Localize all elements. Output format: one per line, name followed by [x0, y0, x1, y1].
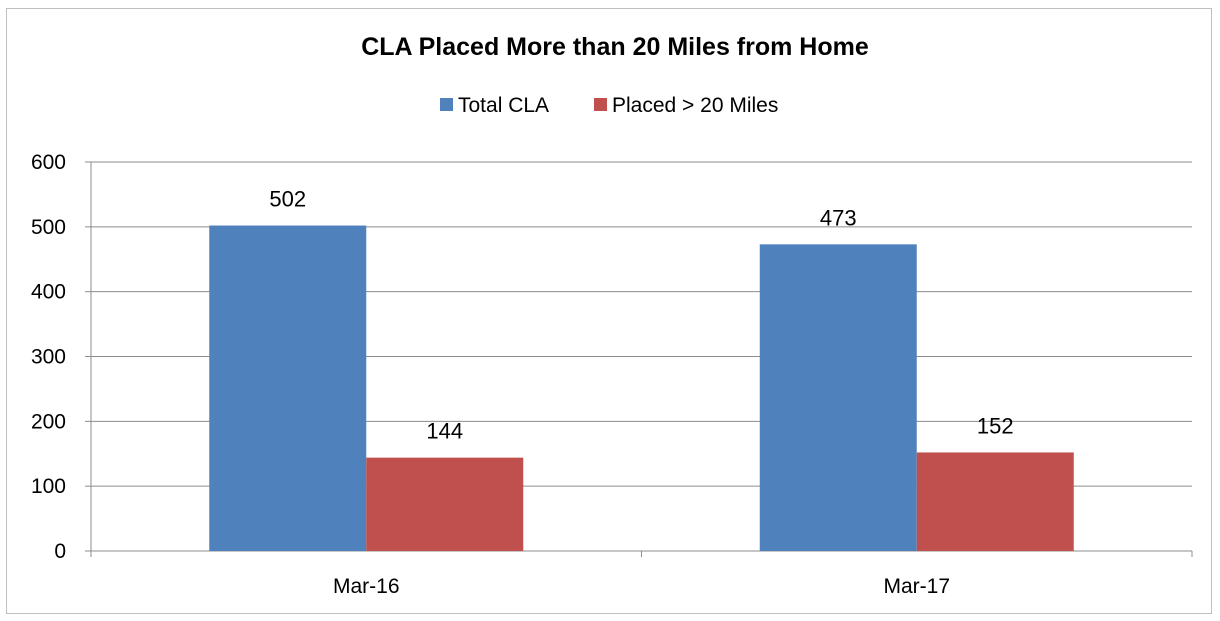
bar-total-cla-mar-16 — [209, 225, 367, 551]
legend-label-0: Total CLA — [458, 94, 549, 117]
y-tick-label: 200 — [31, 410, 66, 433]
legend-swatch-1 — [594, 98, 607, 111]
data-label: 152 — [977, 413, 1014, 438]
x-axis: Mar-16 Mar-17 — [90, 550, 1193, 598]
legend: Total CLA Placed > 20 Miles — [440, 94, 778, 117]
y-tick-label: 600 — [31, 151, 66, 174]
y-tick-label: 0 — [54, 540, 66, 563]
legend-label-1: Placed > 20 Miles — [612, 94, 778, 117]
legend-swatch-0 — [440, 98, 453, 111]
x-tick-label: Mar-16 — [333, 575, 400, 598]
data-labels: 502 144 473 152 — [269, 187, 1013, 444]
bar-placed-20-miles-mar-16 — [366, 457, 524, 551]
chart-title: CLA Placed More than 20 Miles from Home — [361, 33, 869, 61]
x-tick-label: Mar-17 — [883, 575, 950, 598]
data-label: 473 — [820, 205, 857, 230]
y-tick-label: 100 — [31, 475, 66, 498]
y-axis: 0 100 200 300 400 500 600 — [31, 151, 92, 563]
y-tick-label: 500 — [31, 216, 66, 239]
data-label: 502 — [269, 187, 306, 212]
y-tick-label: 400 — [31, 281, 66, 304]
data-label: 144 — [426, 419, 463, 444]
bars — [209, 225, 1074, 552]
bar-placed-20-miles-mar-17 — [916, 452, 1074, 551]
y-tick-label: 300 — [31, 346, 66, 369]
bar-total-cla-mar-17 — [759, 244, 917, 552]
